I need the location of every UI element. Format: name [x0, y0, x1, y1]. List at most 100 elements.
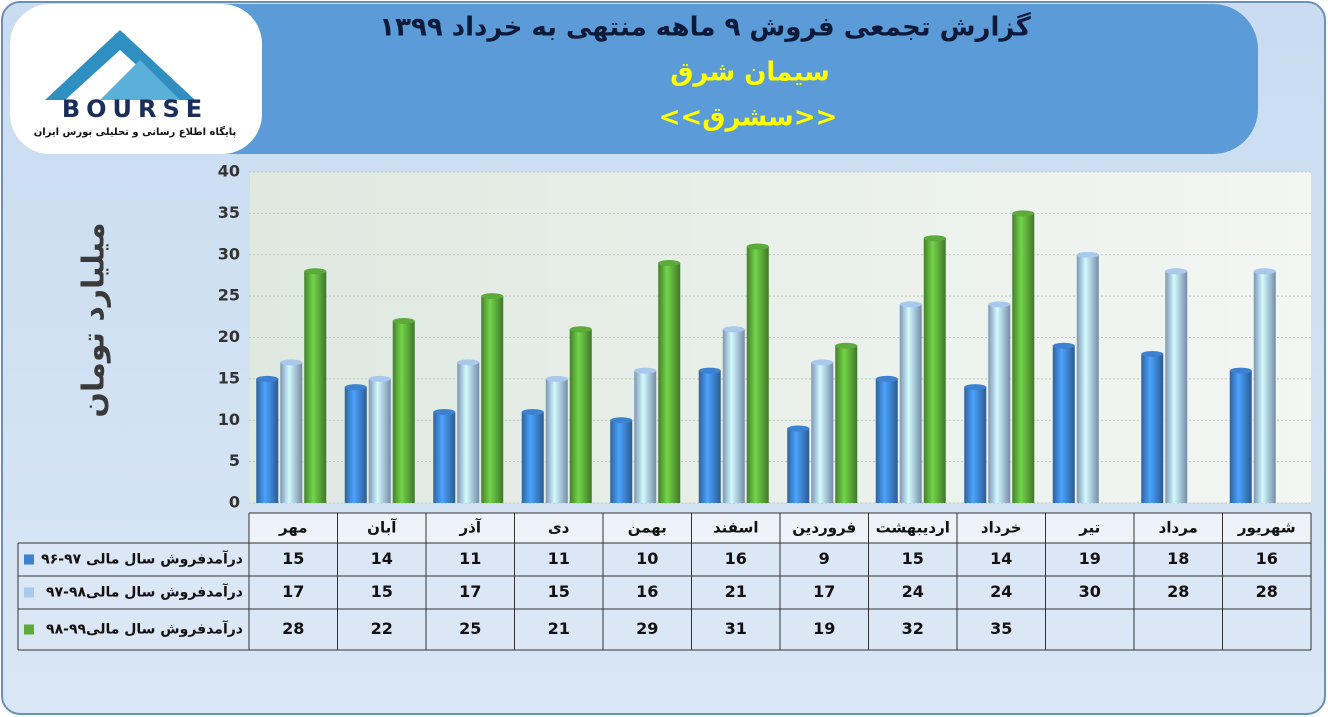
table-value: 21 [548, 619, 570, 638]
y-tick-label: 40 [218, 162, 240, 181]
bar [481, 296, 504, 503]
x-tick-label: مرداد [1159, 519, 1198, 537]
bar [368, 378, 391, 503]
table-value: 16 [1256, 549, 1278, 568]
x-tick-label: خرداد [981, 519, 1022, 537]
chart-subtitle: سیمان شرق [670, 58, 830, 88]
bar-cap [698, 367, 721, 374]
bar [875, 378, 898, 503]
bar-cap [875, 375, 898, 382]
table-value: 11 [548, 549, 570, 568]
y-tick-label: 25 [218, 286, 240, 305]
table-value: 19 [813, 619, 835, 638]
bar [722, 329, 745, 503]
table-value: 25 [459, 619, 481, 638]
bar [1141, 354, 1164, 503]
bar-cap [521, 408, 544, 415]
table-value: 31 [725, 619, 747, 638]
table-value: 32 [902, 619, 924, 638]
bar-cap [344, 384, 367, 391]
legend-swatch [24, 554, 34, 565]
bar-cap [787, 425, 810, 432]
table-value: 10 [636, 549, 658, 568]
x-tick-label: مهر [278, 519, 308, 537]
table-value: 16 [725, 549, 747, 568]
y-axis-label: میلیارد تومان [77, 222, 112, 417]
bar-cap [392, 317, 415, 324]
bar-cap [658, 260, 681, 267]
bar [698, 370, 721, 503]
bar [988, 304, 1011, 503]
bar-cap [457, 359, 480, 366]
chart-symbol: <<سشرق>> [659, 103, 838, 133]
legend-swatch [24, 624, 34, 635]
bar [433, 411, 456, 503]
bar-cap [256, 375, 279, 382]
bar-cap [1052, 342, 1075, 349]
bar [304, 271, 327, 503]
bar-cap [988, 301, 1011, 308]
bar-cap [964, 384, 987, 391]
bar [787, 428, 810, 503]
bar-cap [923, 235, 946, 242]
table-bg [18, 543, 1311, 650]
x-tick-label: آبان [367, 519, 397, 537]
logo-tagline: پایگاه اطلاع رسانی و تحلیلی بورس ایران [34, 125, 237, 138]
bar [457, 362, 480, 503]
bar-cap [1012, 210, 1035, 217]
bar [521, 411, 544, 503]
bar [746, 246, 769, 503]
table-value: 15 [548, 582, 570, 601]
header-banner [150, 4, 1258, 154]
legend-swatch [24, 587, 34, 598]
bar-cap [433, 408, 456, 415]
bar [923, 238, 946, 503]
table-value: 21 [725, 582, 747, 601]
chart-title: گزارش تجمعی فروش ۹ ماهه منتهی به خرداد ۱… [379, 12, 1031, 43]
x-tick-label: شهریور [1237, 519, 1296, 537]
bar [835, 345, 858, 503]
bar-cap [280, 359, 303, 366]
x-tick-label: اسفند [713, 519, 758, 537]
table-value: 22 [371, 619, 393, 638]
table-value: 35 [990, 619, 1012, 638]
bar-cap [1229, 367, 1252, 374]
x-tick-label: تیر [1078, 519, 1100, 537]
bar-cap [634, 367, 657, 374]
bar-cap [746, 243, 769, 250]
bar-cap [304, 268, 327, 275]
table-value: 15 [282, 549, 304, 568]
table-value: 28 [282, 619, 304, 638]
x-tick-label: اردیبهشت [876, 519, 950, 537]
bar [610, 420, 633, 503]
bar [658, 263, 681, 503]
bar [545, 378, 568, 503]
y-tick-label: 30 [218, 244, 240, 263]
y-tick-label: 20 [218, 327, 240, 346]
bar-cap [481, 293, 504, 300]
bar [256, 378, 279, 503]
bar [344, 387, 367, 503]
bar [280, 362, 303, 503]
table-value: 17 [282, 582, 304, 601]
table-value: 14 [371, 549, 393, 568]
table-value: 18 [1167, 549, 1189, 568]
x-tick-label: فروردین [792, 519, 856, 537]
logo-mark [45, 30, 195, 100]
table-value: 19 [1079, 549, 1101, 568]
bar [964, 387, 987, 503]
table-value: 24 [990, 582, 1012, 601]
bar [1052, 345, 1075, 503]
table-value: 14 [990, 549, 1012, 568]
table-value: 17 [813, 582, 835, 601]
bar-cap [1076, 251, 1099, 258]
bar-cap [835, 342, 858, 349]
x-tick-label: بهمن [628, 519, 667, 537]
y-tick-label: 5 [229, 451, 240, 470]
bar-cap [1141, 351, 1164, 358]
table-value: 24 [902, 582, 924, 601]
x-tick-label: آذر [459, 519, 482, 537]
x-tick-label: دی [548, 519, 570, 537]
table-value: 15 [902, 549, 924, 568]
bar-cap [368, 375, 391, 382]
